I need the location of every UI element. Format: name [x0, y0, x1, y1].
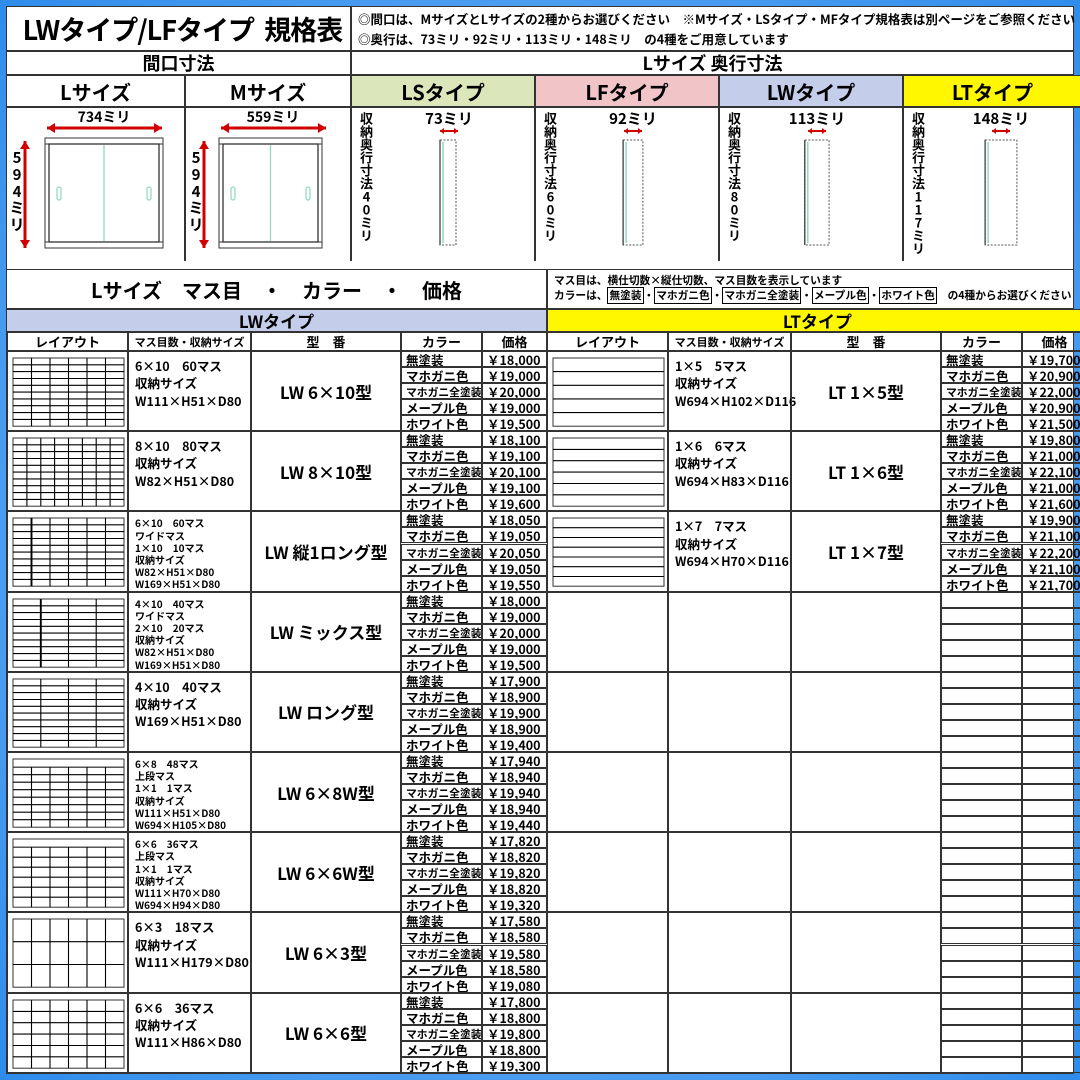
- svg-text:148ミリ: 148ミリ: [973, 108, 1030, 129]
- svg-text:113ミリ: 113ミリ: [789, 108, 846, 129]
- svg-text:92ミリ: 92ミリ: [609, 108, 657, 129]
- svg-text:559ミリ: 559ミリ: [247, 108, 300, 127]
- svg-text:734ミリ: 734ミリ: [78, 108, 131, 127]
- svg-text:73ミリ: 73ミリ: [425, 108, 473, 129]
